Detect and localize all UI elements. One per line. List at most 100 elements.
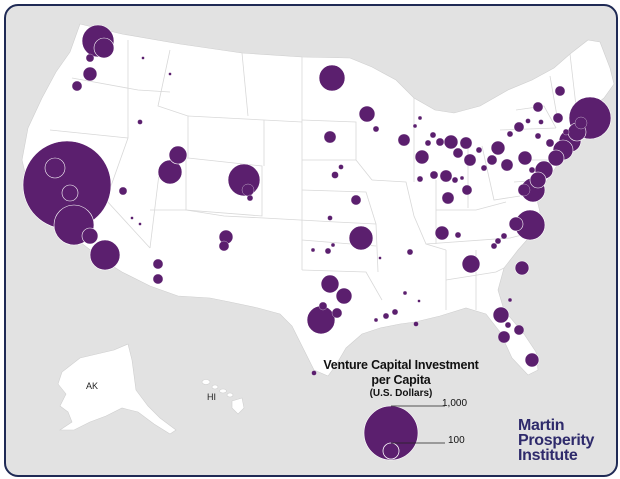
vc-bubble bbox=[435, 137, 445, 147]
vc-bubble bbox=[424, 139, 432, 147]
vc-bubble bbox=[490, 140, 506, 156]
vc-bubble bbox=[461, 184, 473, 196]
legend-graphic bbox=[363, 405, 445, 461]
legend-title: Venture Capital Investment per Capita bbox=[306, 358, 496, 388]
brand-line3: Institute bbox=[518, 447, 578, 464]
vc-bubble bbox=[547, 149, 565, 167]
vc-bubble bbox=[378, 256, 382, 260]
vc-bubble bbox=[331, 307, 343, 319]
vc-bubble bbox=[397, 133, 411, 147]
brand-logo: Martin Prosperity Institute bbox=[518, 418, 595, 464]
vc-bubble bbox=[85, 53, 95, 63]
vc-bubble bbox=[373, 317, 379, 323]
vc-bubble bbox=[514, 260, 530, 276]
vc-bubble bbox=[44, 157, 66, 179]
vc-bubble bbox=[517, 150, 533, 166]
vc-bubble bbox=[562, 128, 570, 136]
vc-bubble bbox=[459, 175, 465, 181]
vc-bubble bbox=[218, 240, 230, 252]
vc-bubble bbox=[81, 227, 99, 245]
alaska-land bbox=[57, 343, 177, 435]
vc-bubble bbox=[320, 274, 340, 294]
vc-bubble bbox=[500, 232, 508, 240]
vc-bubble bbox=[130, 216, 134, 220]
vc-bubble bbox=[318, 301, 328, 311]
vc-bubble bbox=[417, 115, 423, 121]
vc-bubble bbox=[338, 164, 344, 170]
vc-bubble bbox=[554, 85, 566, 97]
brand-line2: Prosperity bbox=[518, 432, 595, 449]
legend-circle-large bbox=[363, 405, 419, 461]
vc-bubble bbox=[382, 312, 390, 320]
vc-bubble bbox=[358, 105, 376, 123]
vc-bubble bbox=[441, 191, 455, 205]
vc-bubble bbox=[480, 164, 488, 172]
vc-bubble bbox=[534, 132, 542, 140]
vc-bubble bbox=[413, 321, 419, 327]
vc-bubble bbox=[552, 112, 564, 124]
vc-bubble bbox=[492, 306, 510, 324]
vc-bubble bbox=[61, 184, 79, 202]
vc-bubble bbox=[545, 138, 555, 148]
vc-bubble bbox=[327, 215, 333, 221]
vc-bubble bbox=[451, 176, 459, 184]
vc-bubble bbox=[335, 287, 353, 305]
vc-bubble bbox=[350, 194, 362, 206]
vc-bubble bbox=[168, 145, 188, 165]
vc-bubble bbox=[434, 225, 450, 241]
vc-bubble bbox=[459, 136, 473, 150]
vc-bubble bbox=[494, 237, 502, 245]
vc-bubble bbox=[452, 147, 464, 159]
vc-bubble bbox=[152, 273, 164, 285]
vc-bubble bbox=[241, 183, 255, 197]
vc-bubble bbox=[486, 154, 498, 166]
legend-value-large: 1,000 bbox=[442, 398, 468, 409]
vc-bubble bbox=[475, 146, 483, 154]
vc-bubble bbox=[497, 330, 511, 344]
vc-bubble bbox=[416, 175, 424, 183]
vc-bubble bbox=[168, 72, 172, 76]
vc-bubble bbox=[406, 248, 414, 256]
vc-bubble bbox=[429, 131, 437, 139]
vc-bubble bbox=[529, 171, 547, 189]
vc-bubble bbox=[508, 216, 524, 232]
vc-bubble bbox=[461, 254, 481, 274]
legend-title-line1: Venture Capital Investment bbox=[323, 358, 479, 372]
vc-bubble bbox=[513, 121, 525, 133]
vc-bubble bbox=[532, 101, 544, 113]
vc-bubble bbox=[517, 183, 531, 197]
hawaii-land bbox=[201, 379, 245, 415]
vc-bubble bbox=[310, 247, 316, 253]
vc-bubble bbox=[152, 258, 164, 270]
continental-us-land bbox=[21, 23, 615, 377]
vc-bubble bbox=[324, 247, 332, 255]
legend-value-small: 100 bbox=[448, 435, 465, 446]
vc-bubble bbox=[524, 352, 540, 368]
vc-bubble bbox=[71, 80, 83, 92]
vc-bubble bbox=[507, 297, 513, 303]
vc-bubble bbox=[490, 242, 498, 250]
vc-bubble bbox=[138, 222, 142, 226]
vc-bubble bbox=[414, 149, 430, 165]
vc-bubble bbox=[439, 169, 453, 183]
vc-bubble bbox=[372, 125, 380, 133]
vc-bubble bbox=[323, 130, 337, 144]
vc-bubble bbox=[89, 239, 121, 271]
vc-bubble bbox=[348, 225, 374, 251]
vc-bubble bbox=[137, 119, 143, 125]
us-map bbox=[21, 23, 615, 461]
vc-bubble bbox=[504, 321, 512, 329]
vc-bubbles bbox=[22, 24, 612, 376]
vc-bubble bbox=[574, 116, 588, 130]
legend-subtitle: (U.S. Dollars) bbox=[369, 388, 433, 399]
vc-bubble bbox=[330, 242, 336, 248]
state-borders bbox=[49, 40, 577, 310]
vc-bubble bbox=[412, 123, 418, 129]
vc-bubble bbox=[500, 158, 514, 172]
legend-title-line2: per Capita bbox=[371, 373, 431, 387]
map-frame: AK HI Venture Capital Investment per Cap… bbox=[4, 4, 618, 477]
vc-bubble bbox=[311, 370, 317, 376]
vc-bubble bbox=[118, 186, 128, 196]
vc-bubble bbox=[506, 130, 514, 138]
vc-bubble bbox=[429, 170, 439, 180]
